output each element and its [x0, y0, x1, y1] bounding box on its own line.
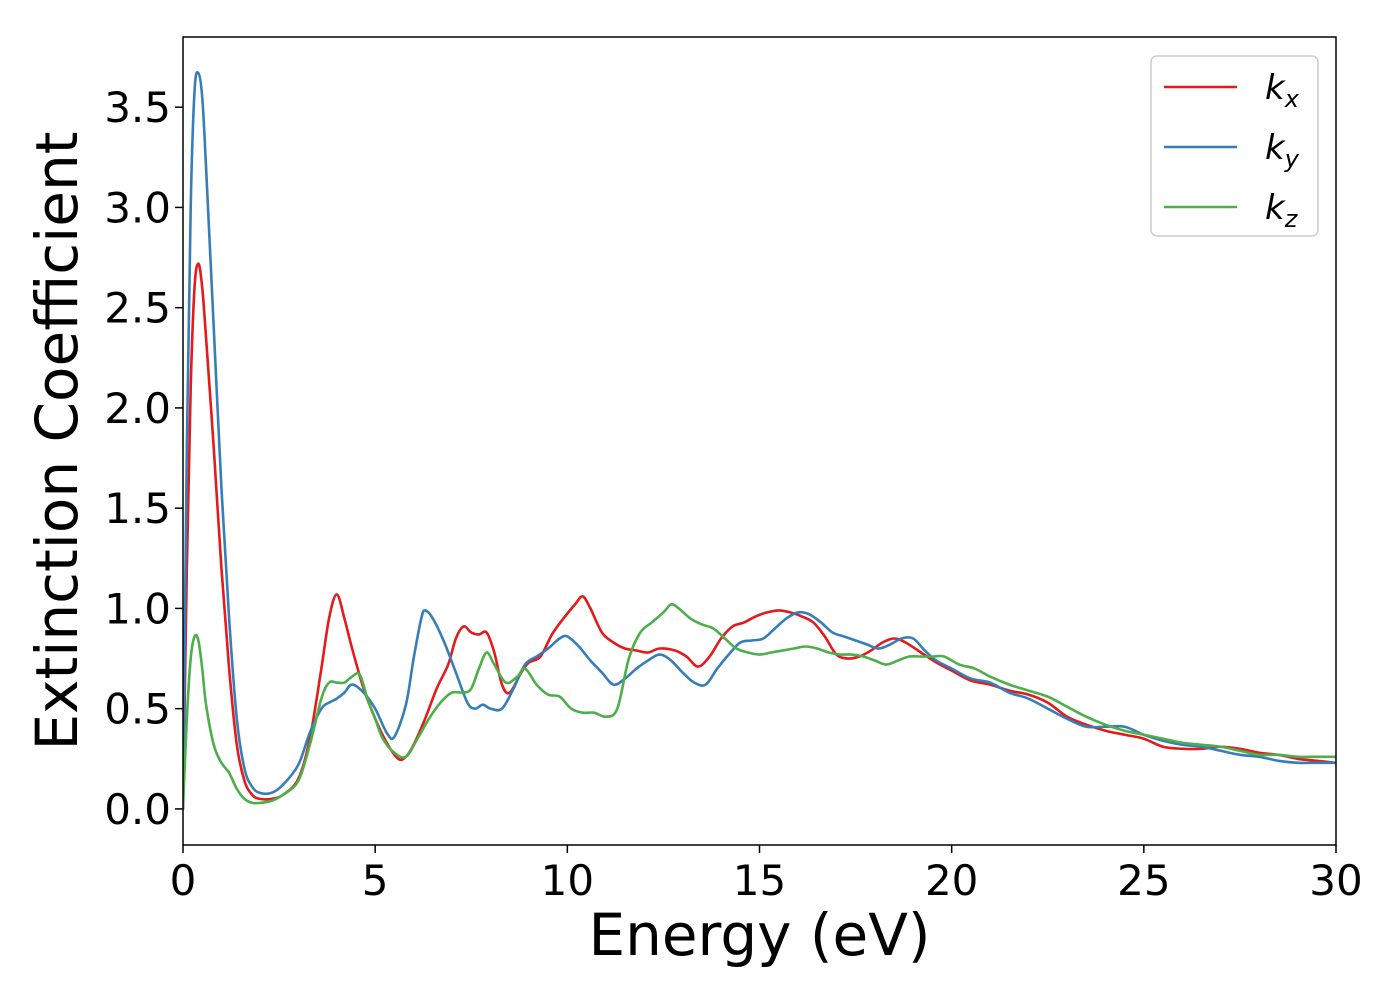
series-line-y — [183, 71, 1336, 811]
y-tick-label: 0.5 — [104, 685, 171, 734]
series-layer — [183, 71, 1336, 811]
legend-label-x: kx — [1265, 68, 1300, 113]
x-tick-label: 10 — [541, 856, 594, 905]
x-tick-label: 0 — [170, 856, 197, 905]
x-tick-label: 20 — [925, 856, 978, 905]
legend-label-z: kz — [1265, 188, 1299, 233]
y-tick-label: 3.5 — [104, 83, 171, 132]
y-tick-label: 3.0 — [104, 183, 171, 232]
series-line-x — [183, 262, 1336, 811]
x-tick-label: 15 — [733, 856, 786, 905]
x-axis-title: Energy (eV) — [588, 901, 930, 969]
legend-label-y: ky — [1265, 128, 1300, 173]
x-tick-label: 25 — [1117, 856, 1170, 905]
y-tick-label: 1.0 — [104, 584, 171, 633]
legend: kx ky kz — [1150, 55, 1319, 237]
y-tick-label: 2.5 — [104, 284, 171, 333]
y-tick-label: 1.5 — [104, 484, 171, 533]
series-line-z — [183, 602, 1336, 811]
y-axis: 0.0 0.5 1.0 1.5 2.0 2.5 3.0 3.5 — [104, 83, 183, 834]
x-tick-label: 30 — [1309, 856, 1362, 905]
y-tick-label: 0.0 — [104, 785, 171, 834]
x-tick-label: 5 — [362, 856, 389, 905]
x-axis: 0 5 10 15 20 25 30 — [170, 845, 1363, 905]
y-tick-label: 2.0 — [104, 384, 171, 433]
y-axis-title: Extinction Coefficient — [23, 132, 91, 751]
